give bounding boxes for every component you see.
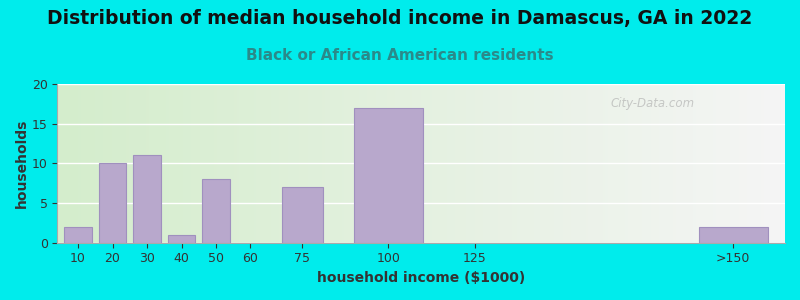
Bar — [168, 235, 195, 243]
Bar — [98, 164, 126, 243]
Bar — [698, 227, 768, 243]
Y-axis label: households: households — [15, 119, 29, 208]
Bar — [282, 187, 323, 243]
Bar — [64, 227, 92, 243]
Text: Black or African American residents: Black or African American residents — [246, 48, 554, 63]
Bar — [354, 108, 423, 243]
Bar — [134, 155, 161, 243]
Bar — [202, 179, 230, 243]
Text: Distribution of median household income in Damascus, GA in 2022: Distribution of median household income … — [47, 9, 753, 28]
Text: City-Data.com: City-Data.com — [610, 97, 694, 110]
X-axis label: household income ($1000): household income ($1000) — [317, 271, 526, 285]
